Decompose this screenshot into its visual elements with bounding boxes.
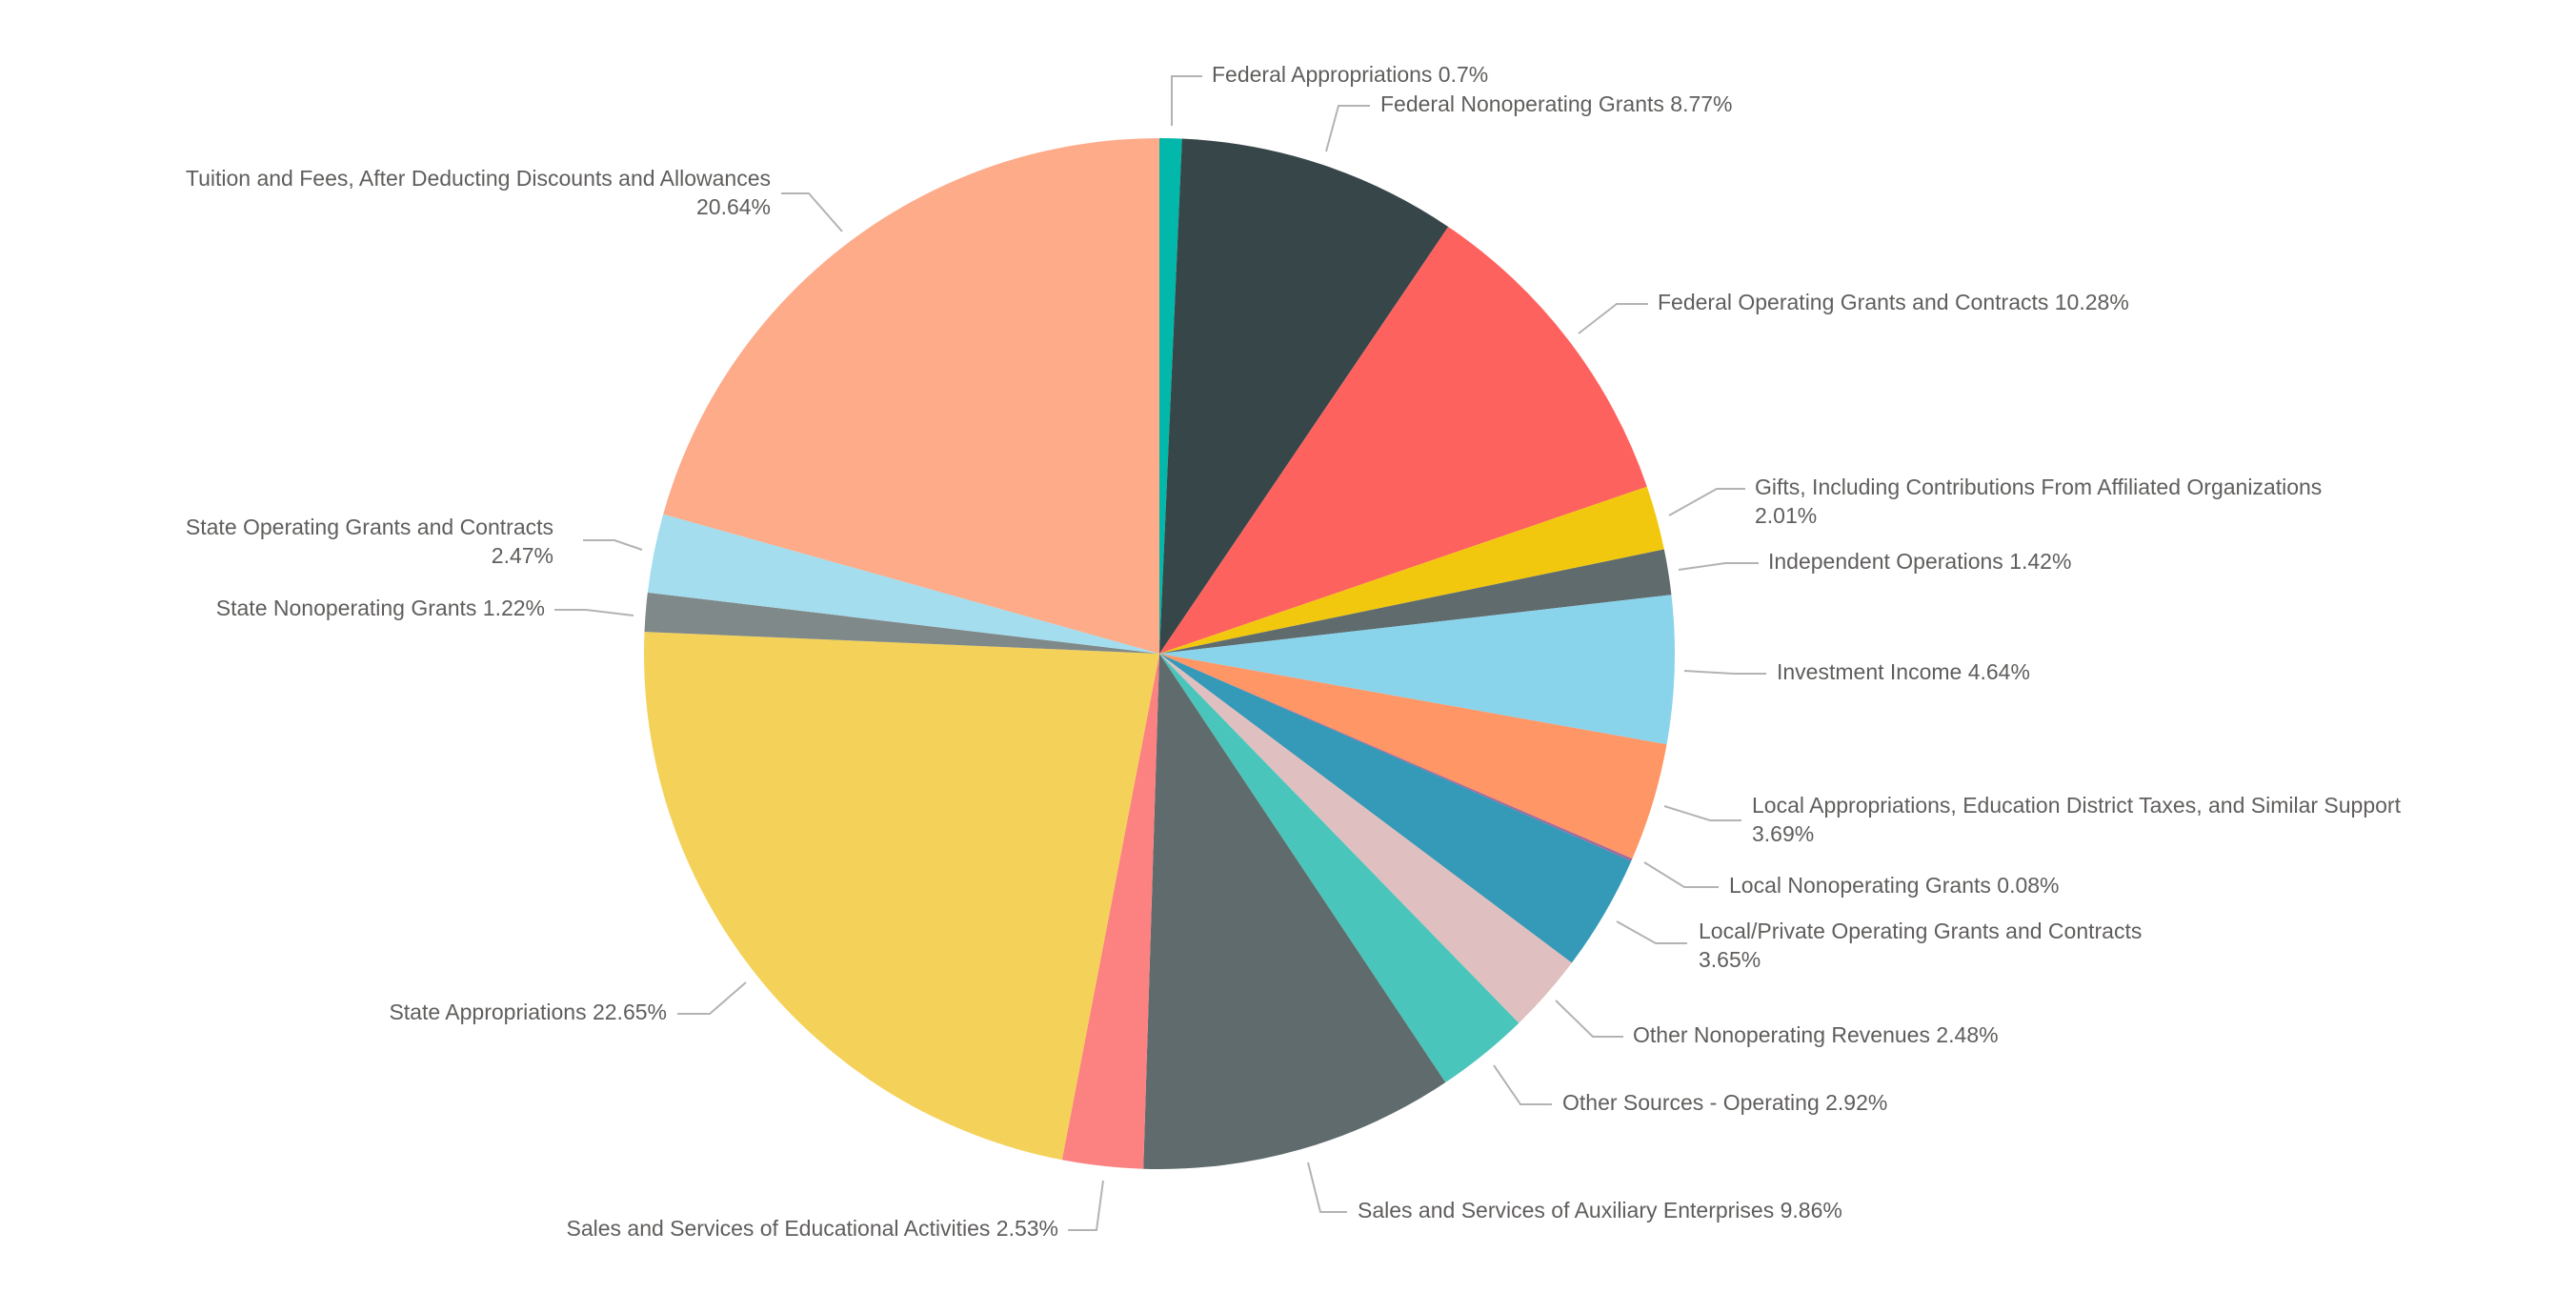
leader-line-state-appropriations: [677, 981, 747, 1015]
leader-line-federal-nonoperating-grants: [1325, 105, 1370, 152]
data-label-local-appropriations-education-district-taxes-and-similar-support: Local Appropriations, Education District…: [1752, 793, 2402, 846]
pie-slice-independent-operations[interactable]: [1159, 549, 1672, 654]
data-label-federal-nonoperating-grants: Federal Nonoperating Grants 8.77%: [1380, 91, 1733, 116]
leader-line-local-appropriations-education-district-taxes-and-similar-support: [1663, 805, 1741, 821]
leader-line-state-operating-grants-and-contracts: [583, 539, 643, 551]
data-label-other-nonoperating-revenues: Other Nonoperating Revenues 2.48%: [1633, 1022, 1999, 1047]
data-label-gifts-including-contributions-from-affiliated-organizations: Gifts, Including Contributions From Affi…: [1755, 475, 2322, 528]
leader-line-local-nonoperating-grants: [1643, 861, 1719, 888]
pie-slice-other-sources-operating[interactable]: [1159, 654, 1519, 1083]
data-label-local-private-operating-grants-and-contracts: Local/Private Operating Grants and Contr…: [1699, 919, 2142, 972]
data-label-investment-income: Investment Income 4.64%: [1777, 659, 2030, 684]
leader-line-gifts-including-contributions-from-affiliated-organizations: [1668, 488, 1745, 516]
data-label-tuition-and-fees-after-deducting-discounts-and-allowances: Tuition and Fees, After Deducting Discou…: [186, 166, 771, 219]
leader-line-other-sources-operating: [1493, 1064, 1552, 1105]
data-label-federal-appropriations: Federal Appropriations 0.7%: [1212, 62, 1488, 87]
pie-slice-tuition-and-fees-after-deducting-discounts-and-allowances[interactable]: [663, 138, 1159, 654]
pie-slice-federal-appropriations[interactable]: [1159, 138, 1182, 654]
data-label-independent-operations: Independent Operations 1.42%: [1768, 549, 2071, 574]
data-label-sales-and-services-of-auxiliary-enterprises: Sales and Services of Auxiliary Enterpri…: [1358, 1198, 1842, 1222]
leader-line-independent-operations: [1678, 562, 1759, 571]
pie-slices: [644, 138, 1675, 1169]
leader-line-state-nonoperating-grants: [554, 609, 634, 616]
leader-line-local-private-operating-grants-and-contracts: [1616, 920, 1687, 944]
data-labels: Federal Appropriations 0.7% Federal Nonop…: [186, 62, 2402, 1241]
leader-line-federal-appropriations: [1171, 75, 1202, 126]
leader-line-sales-and-services-of-educational-activities: [1068, 1180, 1104, 1231]
data-label-local-nonoperating-grants: Local Nonoperating Grants 0.08%: [1729, 873, 2060, 898]
data-label-state-nonoperating-grants: State Nonoperating Grants 1.22%: [216, 596, 545, 620]
pie-slice-local-private-operating-grants-and-contracts[interactable]: [1159, 654, 1632, 963]
pie-slice-other-nonoperating-revenues[interactable]: [1159, 654, 1572, 1023]
pie-slice-state-nonoperating-grants[interactable]: [644, 592, 1159, 654]
leader-line-sales-and-services-of-auxiliary-enterprises: [1307, 1162, 1347, 1213]
data-label-other-sources-operating: Other Sources - Operating 2.92%: [1562, 1090, 1887, 1115]
data-label-federal-operating-grants-and-contracts: Federal Operating Grants and Contracts 1…: [1658, 290, 2129, 314]
data-label-state-appropriations: State Appropriations 22.65%: [389, 1000, 667, 1024]
pie-slice-sales-and-services-of-auxiliary-enterprises[interactable]: [1143, 654, 1446, 1169]
pie-slice-gifts-including-contributions-from-affiliated-organizations[interactable]: [1159, 486, 1664, 654]
data-label-sales-and-services-of-educational-activities: Sales and Services of Educational Activi…: [566, 1216, 1058, 1241]
pie-slice-federal-operating-grants-and-contracts[interactable]: [1159, 226, 1647, 654]
pie-slice-local-nonoperating-grants[interactable]: [1159, 654, 1633, 861]
pie-slice-state-appropriations[interactable]: [644, 632, 1159, 1161]
pie-slice-investment-income[interactable]: [1159, 595, 1675, 745]
data-label-state-operating-grants-and-contracts: State Operating Grants and Contracts 2.47…: [186, 515, 553, 568]
pie-slice-federal-nonoperating-grants[interactable]: [1159, 138, 1449, 654]
pie-slice-sales-and-services-of-educational-activities[interactable]: [1061, 654, 1159, 1169]
pie-slice-local-appropriations-education-district-taxes-and-similar-support[interactable]: [1159, 654, 1667, 859]
leader-line-investment-income: [1683, 670, 1766, 675]
leader-line-federal-operating-grants-and-contracts: [1578, 303, 1648, 334]
leader-line-other-nonoperating-revenues: [1555, 1000, 1623, 1038]
pie-slice-state-operating-grants-and-contracts[interactable]: [647, 514, 1159, 654]
leader-line-tuition-and-fees-after-deducting-discounts-and-allowances: [781, 192, 843, 232]
